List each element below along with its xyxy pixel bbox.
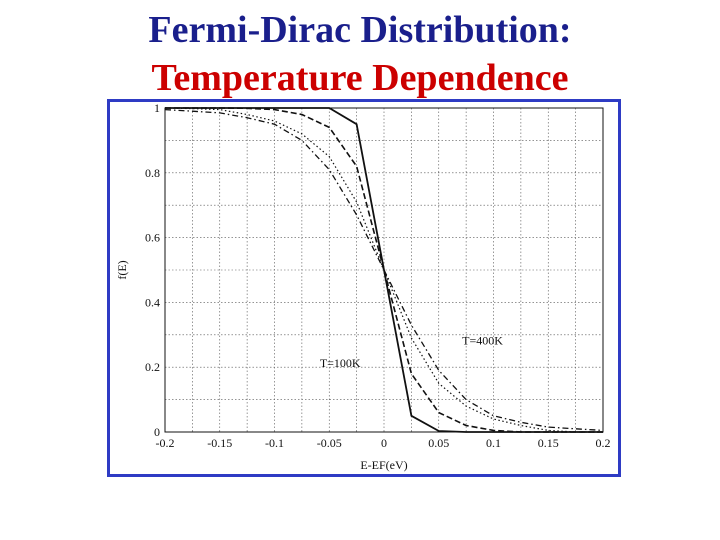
series-annotation: T=100K	[320, 356, 361, 370]
x-tick-label: 0.1	[486, 436, 501, 450]
x-tick-label: 0.05	[428, 436, 449, 450]
plot-area-border	[164, 107, 604, 433]
x-tick-label: 0.15	[538, 436, 559, 450]
x-axis-label: E-EF(eV)	[360, 458, 407, 472]
x-tick-label: -0.15	[207, 436, 232, 450]
x-tick-label: 0	[381, 436, 387, 450]
y-tick-label: 0.8	[145, 166, 160, 180]
x-tick-label: -0.1	[265, 436, 284, 450]
y-tick-label: 0.2	[145, 360, 160, 374]
slide-title-line1: Fermi-Dirac Distribution:	[148, 9, 572, 51]
series-line-2	[165, 107, 603, 433]
y-axis-label: f(E)	[115, 260, 129, 279]
x-tick-label: -0.05	[317, 436, 342, 450]
x-tick-label: -0.2	[156, 436, 175, 450]
x-tick-label: 0.2	[596, 436, 611, 450]
chart-frame: -0.2 -0.15 -0.1 -0.05 0 0.05 0.1 0.15 0.2 0 0.2 0.4…	[107, 99, 621, 477]
series-line-3	[164, 107, 603, 433]
y-tick-label: 0.4	[145, 295, 160, 309]
y-tick-label: 0.6	[145, 231, 160, 245]
series-line-4	[164, 108, 604, 432]
y-tick-label: 0	[154, 425, 160, 439]
fermi-dirac-chart: -0.2 -0.15 -0.1 -0.05 0 0.05 0.1 0.15 0.2 0 0.2 0.4…	[115, 102, 611, 472]
slide-title-line2: Temperature Dependence	[151, 57, 569, 99]
y-tick-label: 1	[154, 102, 160, 115]
series-annotation: T=400K	[462, 334, 503, 348]
